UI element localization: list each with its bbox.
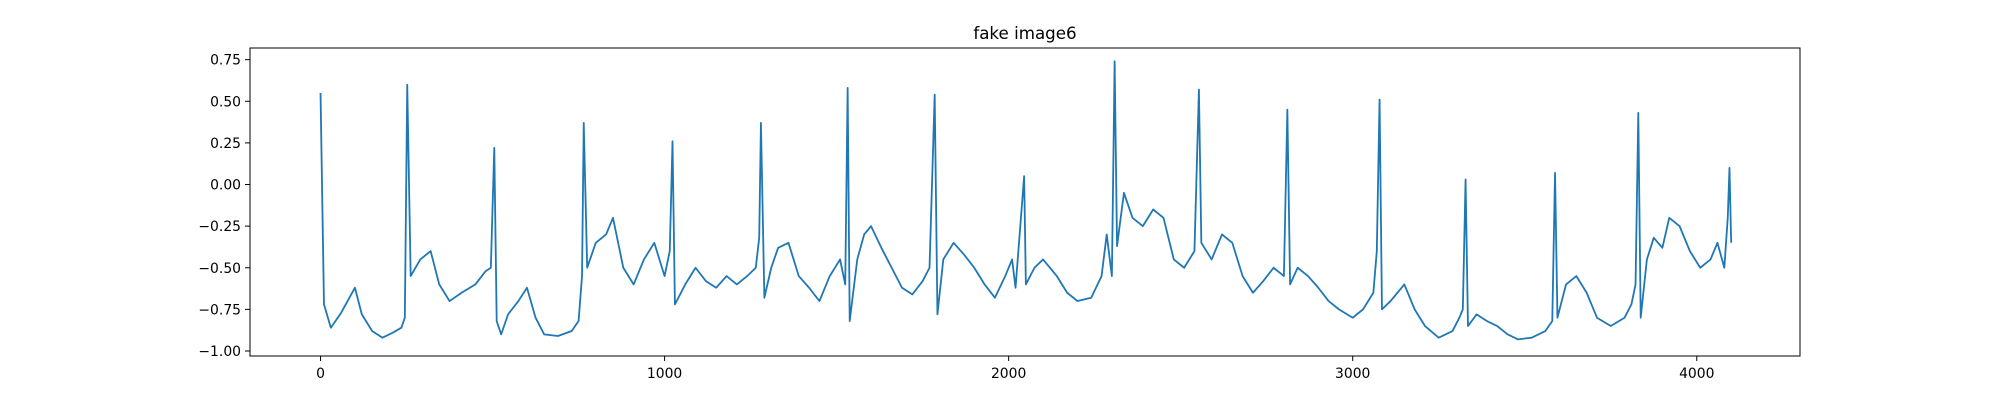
series-line-0	[319, 60, 1733, 341]
series-layer	[319, 60, 1733, 341]
x-tick-label: 0	[316, 366, 325, 382]
x-tick-label: 1000	[647, 366, 682, 382]
y-tick-label: 0.00	[210, 178, 241, 194]
x-axis-ticks: 0 1000 2000 3000 4000	[316, 356, 1714, 382]
y-tick-label: −1.00	[198, 344, 241, 360]
y-tick-label: 0.75	[210, 53, 241, 69]
x-tick-label: 2000	[991, 366, 1026, 382]
y-axis-ticks: 0.75 0.50 0.25 0.00 −0.25 −0.50 −0.75 −1.00	[198, 53, 250, 360]
plot-frame	[249, 47, 1801, 357]
y-tick-label: −0.25	[198, 219, 241, 235]
x-tick-label: 3000	[1335, 366, 1370, 382]
y-tick-label: −0.50	[198, 261, 241, 277]
y-tick-label: 0.50	[210, 94, 241, 110]
x-tick-label: 4000	[1679, 366, 1714, 382]
y-tick-label: −0.75	[198, 302, 241, 318]
chart-title: fake image6	[973, 23, 1076, 43]
y-tick-label: 0.25	[210, 136, 241, 152]
